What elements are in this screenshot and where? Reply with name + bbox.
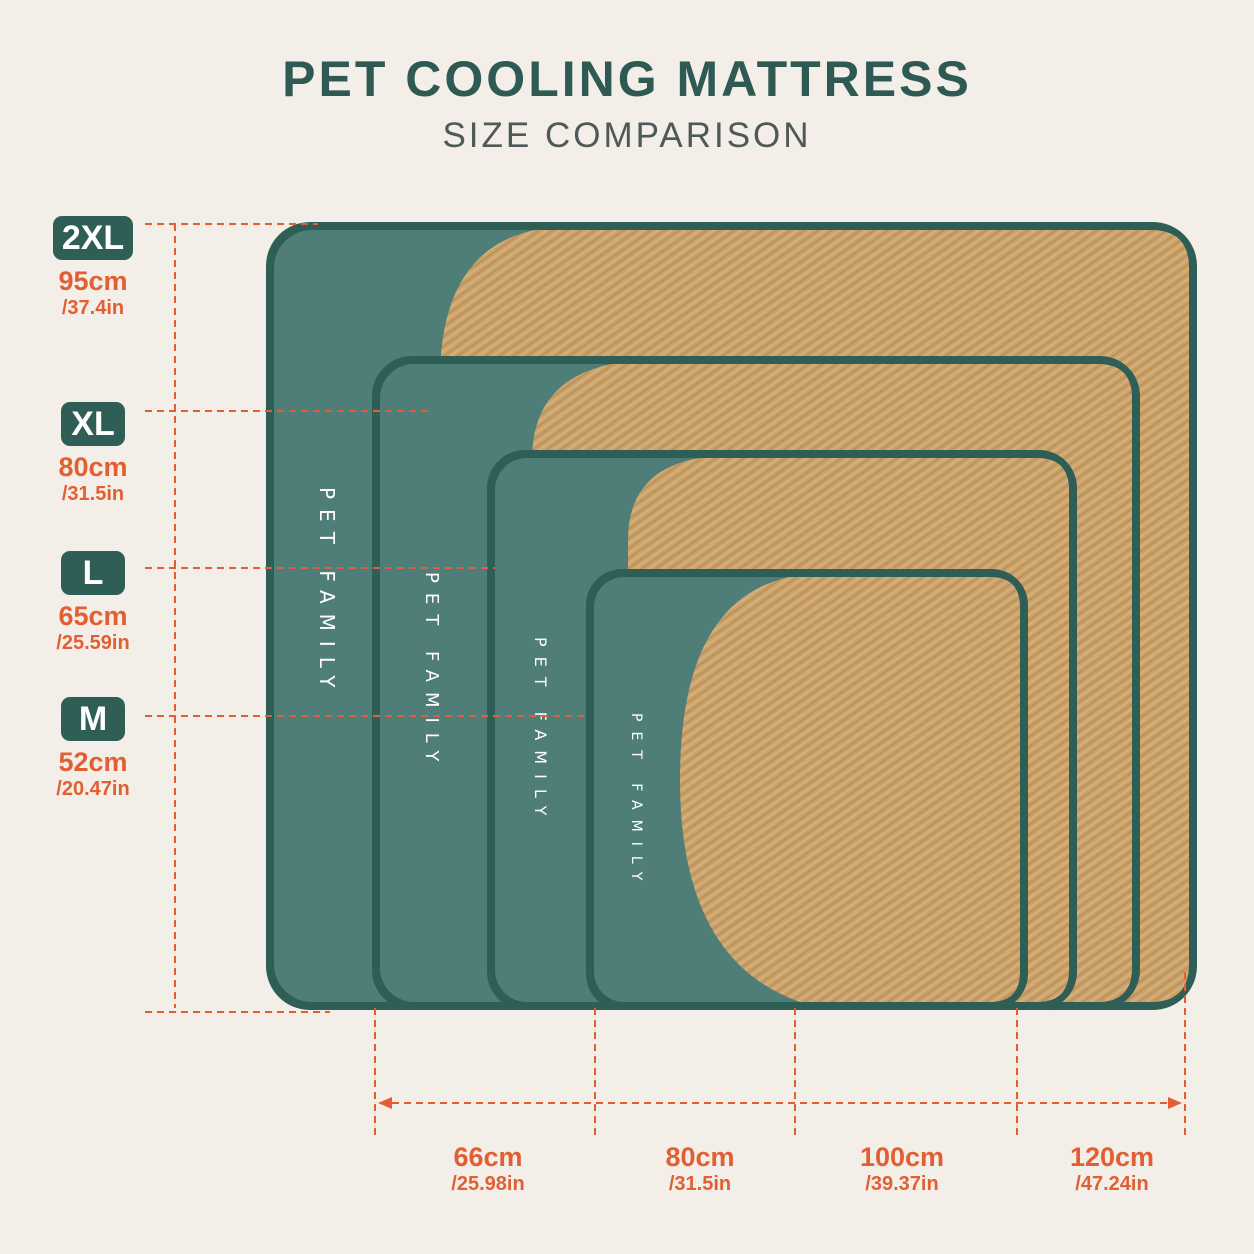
width-label-2xl: 120cm /47.24in [1012,1136,1212,1196]
brand-text-2xl: PET FAMILY [315,487,339,697]
length-cm: 80cm [58,452,128,482]
width-in: /39.37in [865,1173,939,1195]
length-cm: 65cm [58,601,128,631]
width-label-l: 80cm /31.5in [600,1136,800,1196]
width-cm: 100cm [859,1142,945,1172]
length-in: /20.47in [56,778,130,800]
size-label-xl: XL 80cm /31.5in [18,402,168,506]
width-cm: 80cm [665,1142,735,1172]
size-label-l: L 65cm /25.59in [18,551,168,655]
width-in: /31.5in [668,1173,732,1195]
width-cm: 66cm [453,1142,523,1172]
mattress-m [586,569,1028,1010]
size-badge: 2XL [52,216,134,260]
width-dimension-lines [374,972,1186,1138]
width-in: /25.98in [451,1173,525,1195]
size-label-m: M 52cm /20.47in [18,697,168,801]
length-in: /25.59in [56,632,130,654]
length-dimension-lines [145,223,585,1013]
length-cm: 95cm [58,266,128,296]
width-in: /47.24in [1075,1173,1149,1195]
width-arrowheads [378,1097,1182,1109]
width-label-m: 66cm /25.98in [388,1136,588,1196]
straw-surface-m [680,577,1020,1002]
size-badge: M [61,697,125,741]
brand-text-l: PET FAMILY [531,637,550,825]
brand-text-xl: PET FAMILY [421,572,442,771]
page-subtitle: SIZE COMPARISON [442,116,812,155]
width-cm: 120cm [1069,1142,1155,1172]
length-in: /37.4in [61,297,125,319]
brand-text-m: PET FAMILY [628,713,644,890]
length-cm: 52cm [58,747,128,777]
width-label-xl: 100cm /39.37in [802,1136,1002,1196]
size-badge: L [61,551,125,595]
page-title: PET COOLING MATTRESS [282,51,972,107]
size-label-2xl: 2XL 95cm /37.4in [18,216,168,320]
length-in: /31.5in [61,483,125,505]
size-badge: XL [61,402,125,446]
